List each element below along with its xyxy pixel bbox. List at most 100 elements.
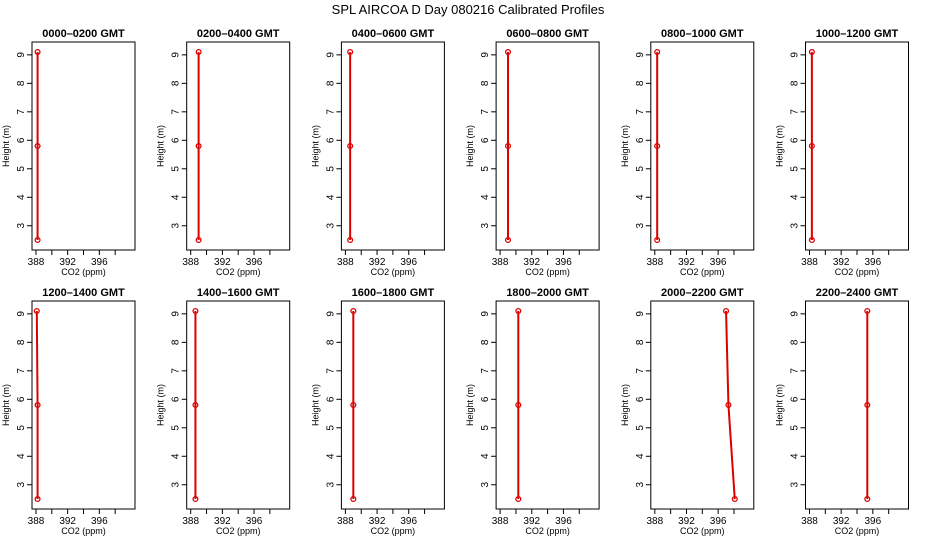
panel-6-ytick-label: 9 [790,52,801,58]
figure-title: SPL AIRCOA D Day 080216 Calibrated Profi… [331,2,605,17]
panel-11-data-point [731,495,738,503]
panel-5-ytick-label: 9 [635,52,646,58]
panel-9-ytick-label: 8 [325,339,336,345]
panel-7-ytick-label: 4 [16,453,27,459]
panel-3-ytick-label: 9 [325,52,336,58]
panel-6-data-point [808,236,815,244]
panel-5-ytick-label: 8 [635,80,646,86]
panel-10-frame [495,300,600,510]
panel-2-xtick-label: 388 [182,257,199,268]
panel-12-xtick-label: 392 [833,516,850,527]
panel-8-ytick-label: 9 [171,311,182,317]
panel-12-ytick-label: 4 [790,453,801,459]
panel-8-xtick-label: 396 [246,516,263,527]
panel-7-frame [31,300,136,510]
panel-3-ylabel: Height (m) [310,125,320,167]
panel-11-xtick-label: 388 [646,516,663,527]
panel-12-ylabel: Height (m) [775,384,785,426]
panel-4-ytick-label: 3 [480,223,491,229]
panel-6-xtick-label: 388 [801,257,818,268]
panel-1-xtick-label: 392 [59,257,76,268]
panel-9-data-point [350,307,357,315]
panel-10-ytick-label: 9 [480,311,491,317]
panel-2-ytick-label: 5 [171,166,182,172]
panel-8-ytick-label: 3 [171,482,182,488]
panel-3-ytick-label: 5 [325,166,336,172]
panel-1-ylabel: Height (m) [1,125,11,167]
panel-12-data-point [864,401,871,409]
panel-3-data-point [347,48,354,56]
panel-1-data-point [34,142,41,150]
panel-11-ytick-label: 8 [635,339,646,345]
panel-5-xtick-label: 392 [678,257,695,268]
panel-2-xlabel: CO2 (ppm) [216,267,261,277]
panel-3-ytick-label: 6 [325,137,336,143]
panel-11-data-point [722,307,730,315]
panel-2-ytick-label: 3 [171,223,182,229]
panel-10-xtick-label: 396 [555,516,572,527]
panel-8-ytick-label: 8 [171,339,182,345]
panel-7-data-point [33,307,40,315]
panel-11-series-line [725,310,736,500]
panel-10-ytick-label: 4 [480,453,491,459]
panel-11-xlabel: CO2 (ppm) [680,526,725,536]
panel-3-ytick-label: 3 [325,223,336,229]
panel-4-data-point [504,142,512,150]
panel-6-xtick-label: 392 [833,257,850,268]
panel-8-data-point [192,401,199,409]
panel-1-data-point [34,48,41,56]
panel-2-frame [186,41,291,251]
panel-12-xlabel: CO2 (ppm) [835,526,880,536]
panel-11-ytick-label: 6 [635,396,646,402]
panel-7-ytick-label: 6 [16,396,27,402]
panel-10-ytick-label: 5 [480,425,491,431]
panel-8-ytick-label: 4 [171,453,182,459]
panel-12-title: 2200–2400 GMT [816,287,899,299]
panel-10-ytick-label: 3 [480,482,491,488]
panel-3-xtick-label: 396 [400,257,417,268]
panel-2-ytick-label: 8 [171,80,182,86]
panel-1-ytick-label: 6 [16,137,27,143]
panel-4-xlabel: CO2 (ppm) [525,267,570,277]
panel-8-ylabel: Height (m) [156,384,166,426]
panel-5-frame [650,41,755,251]
panel-6-ytick-label: 3 [790,223,801,229]
panel-2-title: 0200–0400 GMT [197,28,280,40]
panel-11-xtick-label: 392 [678,516,695,527]
panel-2-ytick-label: 6 [171,137,182,143]
panel-5-ytick-label: 5 [635,166,646,172]
panel-7-ytick-label: 9 [16,311,27,317]
panel-1-ytick-label: 7 [16,109,27,115]
panel-8-frame [186,300,291,510]
panel-12-ytick-label: 8 [790,339,801,345]
panel-7-xtick-label: 392 [59,516,76,527]
panel-6-ytick-label: 5 [790,166,801,172]
panel-10-ytick-label: 7 [480,368,491,374]
panel-11-ytick-label: 7 [635,368,646,374]
panel-6-xlabel: CO2 (ppm) [835,267,880,277]
panel-5-title: 0800–1000 GMT [661,28,744,40]
panel-12-ytick-label: 7 [790,368,801,374]
panel-9-xlabel: CO2 (ppm) [371,526,416,536]
panel-8-ytick-label: 7 [171,368,182,374]
panel-3-xtick-label: 388 [337,257,354,268]
panel-10-data-point [515,307,522,315]
panel-4-ytick-label: 8 [480,80,491,86]
panel-6-data-point [808,48,815,56]
panel-11-ylabel: Height (m) [620,384,630,426]
panel-4-data-point [504,48,512,56]
panel-7-xlabel: CO2 (ppm) [61,526,106,536]
panel-12-data-point [864,495,871,503]
panel-5-ytick-label: 4 [635,194,646,200]
panel-3-xtick-label: 392 [369,257,386,268]
panel-10-ytick-label: 6 [480,396,491,402]
panel-8-title: 1400–1600 GMT [197,287,280,299]
panel-6-data-point [808,142,815,150]
panel-8-xtick-label: 388 [182,516,199,527]
panel-9-ytick-label: 9 [325,311,336,317]
panel-2-ytick-label: 7 [171,109,182,115]
panel-2-ytick-label: 4 [171,194,182,200]
panel-11-ytick-label: 3 [635,482,646,488]
panel-10-data-point [515,495,522,503]
